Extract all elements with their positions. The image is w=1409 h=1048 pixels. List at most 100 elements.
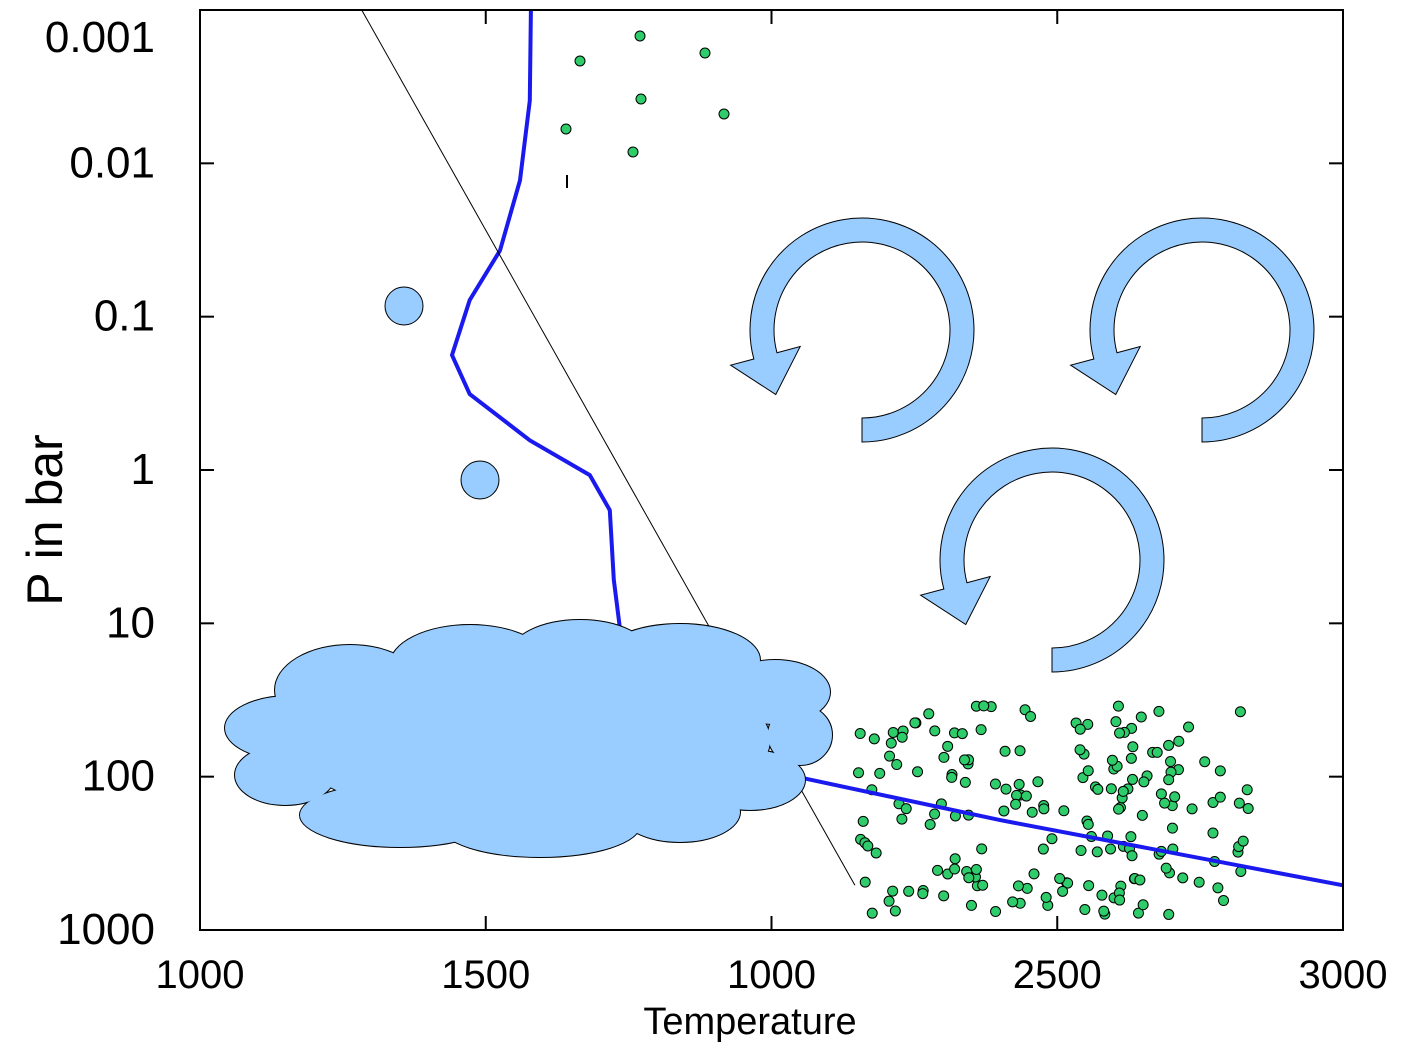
particle (1155, 788, 1167, 800)
particle (1218, 895, 1230, 907)
particle (1114, 727, 1126, 739)
circulation-arrow (919, 447, 1165, 673)
particle (1163, 908, 1175, 920)
particle (1110, 716, 1122, 728)
y-axis-label: P in bar (17, 434, 73, 605)
particle (874, 767, 886, 779)
particle (1138, 776, 1150, 788)
particle (1241, 784, 1253, 796)
particle (1135, 711, 1147, 723)
particle (1083, 880, 1095, 892)
y-tick-label: 100 (82, 752, 155, 801)
particle (1237, 835, 1249, 847)
particle (853, 767, 865, 779)
particle (1186, 803, 1198, 815)
particle (1096, 889, 1108, 901)
particle (989, 778, 1001, 790)
particle (1151, 746, 1163, 758)
particle (1000, 783, 1012, 795)
particle (857, 815, 869, 827)
particle (1014, 745, 1026, 757)
particle (932, 864, 944, 876)
particle (1207, 796, 1219, 808)
particle (1159, 797, 1171, 809)
particle (560, 123, 572, 135)
x-tick-label: 1000 (727, 953, 816, 997)
circulation-arrow (729, 217, 975, 443)
x-axis-label: Temperature (643, 1001, 856, 1043)
particle (923, 708, 935, 720)
particle (854, 728, 866, 740)
particle (885, 737, 897, 749)
decoration (384, 30, 1254, 920)
cloud (290, 655, 770, 825)
particle (949, 853, 961, 865)
particle (998, 805, 1010, 817)
particle (1127, 773, 1139, 785)
particle (887, 885, 899, 897)
particle (1074, 744, 1086, 756)
particle (1234, 706, 1246, 718)
particle (1169, 791, 1181, 803)
particle (965, 899, 977, 911)
particle (896, 731, 908, 743)
particle (1166, 822, 1178, 834)
particle (1160, 862, 1172, 874)
particle (903, 885, 915, 897)
particle (1199, 756, 1211, 768)
particle (1026, 806, 1038, 818)
particle (1153, 705, 1165, 717)
particle (1126, 850, 1138, 862)
particle (862, 840, 874, 852)
particle (929, 808, 941, 820)
particle (1212, 882, 1224, 894)
particle (956, 728, 968, 740)
droplet (460, 460, 500, 500)
particle (1113, 803, 1125, 815)
particle (870, 847, 882, 859)
y-tick-label: 1000 (57, 905, 155, 954)
particle (1082, 818, 1094, 830)
particle (1025, 710, 1037, 722)
x-tick-label: 2500 (1013, 953, 1102, 997)
particle (1112, 700, 1124, 712)
particle (891, 759, 903, 771)
droplet (384, 286, 424, 326)
particle (976, 843, 988, 855)
circulation-arrow (1069, 217, 1315, 443)
particle (868, 733, 880, 745)
particle (574, 55, 586, 67)
particle (1007, 896, 1019, 908)
y-tick-label: 0.001 (45, 13, 155, 62)
particle (1058, 805, 1070, 817)
particle (999, 745, 1011, 757)
particle (1114, 894, 1126, 906)
x-tick-label: 1000 (156, 953, 245, 997)
particle (990, 906, 1002, 918)
particle (1132, 907, 1144, 919)
particle (978, 700, 990, 712)
particle (977, 879, 989, 891)
particle (1092, 783, 1104, 795)
particle (718, 108, 730, 120)
particle (1105, 843, 1117, 855)
overlay (224, 217, 1315, 858)
particle (1079, 904, 1091, 916)
particle (1040, 891, 1052, 903)
particle (1054, 872, 1066, 884)
particle (635, 93, 647, 105)
particle (1032, 776, 1044, 788)
particle (975, 724, 987, 736)
particle (883, 895, 895, 907)
particle (970, 863, 982, 875)
particle (1207, 827, 1219, 839)
particle (1193, 876, 1205, 888)
particle (1074, 723, 1086, 735)
particle (909, 717, 921, 729)
particle (1183, 721, 1195, 733)
y-tick-label: 0.1 (94, 292, 155, 341)
particle (1125, 831, 1137, 843)
particle (1057, 885, 1069, 897)
particle (1163, 774, 1175, 786)
